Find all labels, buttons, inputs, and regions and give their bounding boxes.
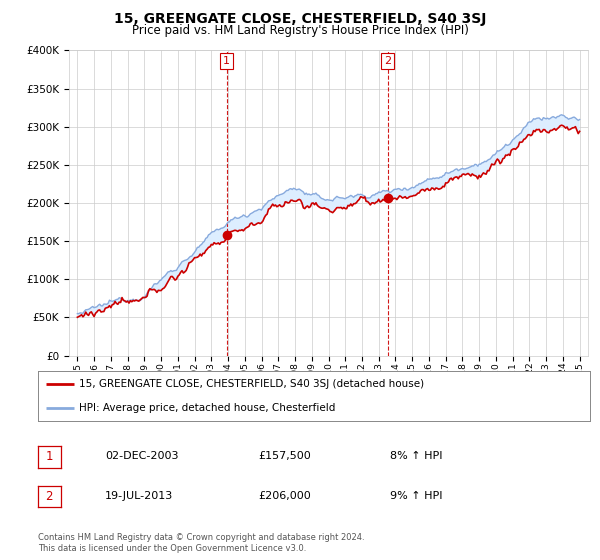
Text: 2: 2 <box>384 56 391 66</box>
Text: Price paid vs. HM Land Registry's House Price Index (HPI): Price paid vs. HM Land Registry's House … <box>131 24 469 37</box>
Text: 8% ↑ HPI: 8% ↑ HPI <box>390 451 443 461</box>
Text: £206,000: £206,000 <box>258 491 311 501</box>
Text: Contains HM Land Registry data © Crown copyright and database right 2024.
This d: Contains HM Land Registry data © Crown c… <box>38 533 364 553</box>
Text: 02-DEC-2003: 02-DEC-2003 <box>105 451 179 461</box>
Text: 15, GREENGATE CLOSE, CHESTERFIELD, S40 3SJ (detached house): 15, GREENGATE CLOSE, CHESTERFIELD, S40 3… <box>79 379 424 389</box>
Text: 15, GREENGATE CLOSE, CHESTERFIELD, S40 3SJ: 15, GREENGATE CLOSE, CHESTERFIELD, S40 3… <box>114 12 486 26</box>
Text: HPI: Average price, detached house, Chesterfield: HPI: Average price, detached house, Ches… <box>79 403 335 413</box>
Text: 1: 1 <box>223 56 230 66</box>
Text: 1: 1 <box>46 450 53 464</box>
Text: 19-JUL-2013: 19-JUL-2013 <box>105 491 173 501</box>
Text: 2: 2 <box>46 489 53 503</box>
Text: £157,500: £157,500 <box>258 451 311 461</box>
Text: 9% ↑ HPI: 9% ↑ HPI <box>390 491 443 501</box>
